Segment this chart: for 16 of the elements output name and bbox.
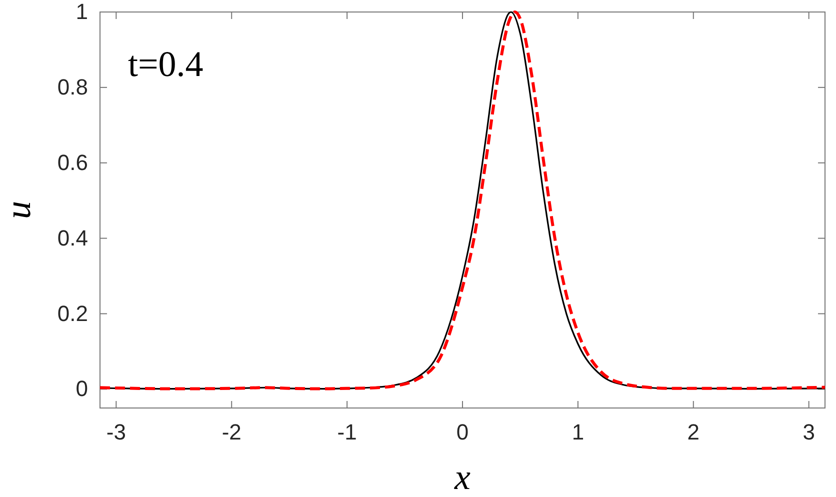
x-tick-label: 0 [456, 420, 469, 445]
y-tick-label: 0 [76, 376, 88, 402]
y-tick-label: 0.4 [57, 225, 88, 250]
x-axis-title: x [454, 457, 471, 497]
x-tick-label: 1 [572, 420, 584, 445]
x-tick-label: -2 [222, 420, 242, 445]
y-tick-label: 0.8 [57, 74, 88, 100]
y-tick-label: 0.2 [57, 300, 88, 326]
y-axis-title: u [0, 201, 38, 219]
y-tick-label: 1 [76, 0, 88, 24]
x-tick-label: 2 [687, 420, 700, 445]
y-tick-label: 0.6 [57, 150, 88, 175]
annotation: t=0.4 [128, 44, 204, 84]
x-tick-label: -1 [337, 420, 357, 445]
x-tick-label: 3 [802, 420, 815, 445]
x-tick-label: -3 [106, 420, 126, 445]
